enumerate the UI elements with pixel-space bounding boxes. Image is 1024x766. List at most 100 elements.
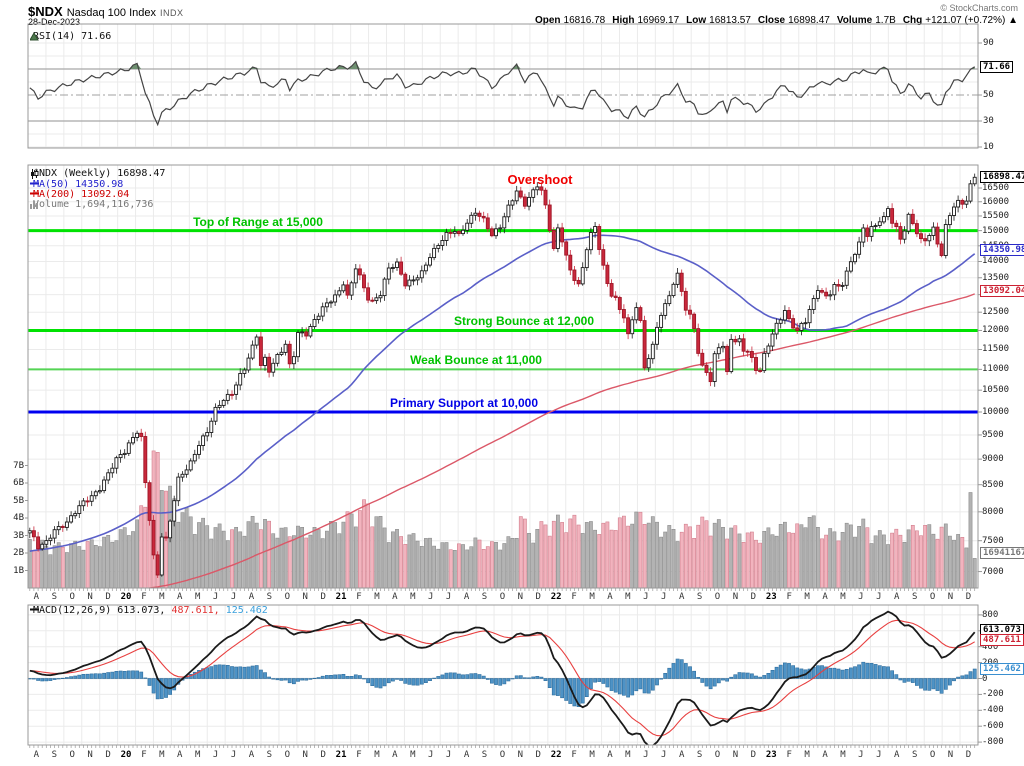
x-axis-label: J (643, 750, 649, 760)
x-axis-label: J (212, 750, 219, 760)
x-axis-label: F (356, 750, 362, 760)
x-axis-label: O (284, 750, 291, 760)
x-axis-label: A (678, 592, 685, 602)
x-axis-label: 21 (335, 592, 347, 602)
annotation-label: Top of Range at 15,000 (193, 214, 323, 229)
symbol-label: $NDX (28, 4, 63, 19)
x-axis-label: D (105, 592, 111, 602)
x-axis-label: 22 (550, 592, 562, 602)
x-axis-label: J (876, 750, 882, 760)
quote-label: Close (757, 15, 786, 26)
x-axis-label: O (714, 750, 721, 760)
x-axis-label: 23 (765, 592, 777, 602)
volume-tick-label: 5B (13, 495, 24, 506)
x-axis-label: O (929, 750, 936, 760)
rsi-tick-label: 50 (983, 90, 994, 100)
rsi-tick-label: 90 (983, 38, 994, 48)
macd-signal-value: 487.611, (171, 605, 220, 616)
x-axis-label: M (194, 750, 201, 760)
price-tick-label: 11000 (982, 364, 1010, 375)
macd-tick-label: 800 (982, 609, 999, 620)
x-axis-label: 20 (120, 750, 132, 760)
price-tick-label: 7500 (982, 535, 1004, 546)
x-axis-label: M (625, 750, 631, 760)
x-axis-label: O (69, 750, 75, 760)
volume-legend: Volume 1,694,116,736 (30, 200, 153, 210)
x-axis-label: A (894, 592, 900, 602)
x-axis-label: F (786, 750, 792, 760)
x-axis-label: O (69, 592, 75, 602)
macd-value-box: 613.073 (980, 623, 1024, 636)
price-legend-label: $NDX (Weekly) 16898.47 (33, 168, 166, 179)
x-axis-label: M (804, 592, 810, 602)
x-axis-label: J (445, 750, 452, 760)
quote-label: High (612, 15, 635, 26)
x-axis-label: N (947, 750, 954, 760)
quote-value: 1.7B (875, 15, 896, 26)
price-tick-label: 15500 (982, 210, 1010, 221)
macd-tick-label: -400 (982, 705, 1004, 716)
macd-tick-label: 0 (982, 673, 988, 684)
quote-label: Open (534, 15, 561, 26)
x-axis-label: M (159, 750, 165, 760)
x-axis-label: M (159, 592, 165, 602)
x-axis-label: A (392, 592, 398, 602)
x-axis-label: A (33, 592, 40, 602)
x-axis-label: 23 (765, 750, 777, 760)
volume-value-box: 1694116736 (980, 547, 1024, 559)
macd-tick-label: -600 (982, 721, 1004, 732)
price-tick-label: 12500 (982, 307, 1010, 318)
chart-header: $NDX Nasdaq 100 Index INDX (28, 3, 184, 21)
price-tick-label: 14000 (982, 256, 1010, 267)
x-axis-label: N (517, 592, 524, 602)
x-axis-label: N (947, 592, 954, 602)
macd-legend-value: MACD(12,26,9) 613.073, (33, 605, 166, 616)
x-axis-label: D (320, 750, 326, 760)
x-axis-label: D (965, 750, 972, 760)
exchange-label: INDX (159, 8, 184, 18)
x-axis-label: A (607, 750, 613, 760)
price-tick-label: 11500 (982, 344, 1010, 355)
x-axis-label: S (51, 592, 58, 602)
ma200-legend-label: MA(200) 13092.04 (33, 189, 130, 200)
price-value-box: 16898.47 (980, 171, 1024, 184)
ma50-legend-label: MA(50) 14350.98 (33, 179, 124, 190)
x-axis-label: M (625, 592, 631, 602)
macd-hist-value: 125.462 (225, 605, 268, 616)
ma200-value-box: 13092.04 (980, 285, 1024, 298)
x-axis-label: A (463, 592, 470, 602)
price-tick-label: 8500 (982, 479, 1004, 490)
x-axis-label: D (750, 592, 757, 602)
x-axis-label: S (696, 592, 703, 602)
annotation-label: Primary Support at 10,000 (389, 396, 539, 410)
x-axis-label: S (696, 750, 703, 760)
x-axis-label: M (410, 750, 416, 760)
rsi-value-box: 71.66 (980, 60, 1014, 73)
x-axis-label: M (374, 592, 380, 602)
x-axis-label: 22 (550, 750, 562, 760)
x-axis-label: O (284, 592, 291, 602)
x-axis-label: A (678, 750, 685, 760)
volume-legend-label: Volume 1,694,116,736 (33, 199, 154, 210)
x-axis-label: O (499, 750, 506, 760)
rsi-tick-label: 30 (983, 116, 994, 126)
x-axis-label: M (804, 750, 810, 760)
quote-label: Low (686, 15, 707, 26)
x-axis-label: F (141, 592, 147, 602)
x-axis-label: A (177, 592, 183, 602)
x-axis-label: M (840, 750, 846, 760)
quote-value: 16816.78 (563, 15, 606, 26)
volume-tick-label: 2B (13, 548, 24, 558)
x-axis-label: F (356, 592, 362, 602)
volume-tick-label: 7B (13, 460, 24, 471)
x-axis-label: 20 (120, 592, 132, 602)
x-axis-label: J (876, 592, 882, 602)
quote-summary-row: Open 16816.78 High 16969.17 Low 16813.57 Close… (528, 15, 1018, 26)
x-axis-label: D (535, 750, 541, 760)
price-legend: $NDX (Weekly) 16898.47 (30, 169, 165, 179)
x-axis-label: N (87, 592, 93, 602)
copyright-label: © StockCharts.com (940, 3, 1018, 13)
macd-tick-label: 400 (982, 641, 999, 652)
x-axis-label: J (858, 592, 864, 602)
